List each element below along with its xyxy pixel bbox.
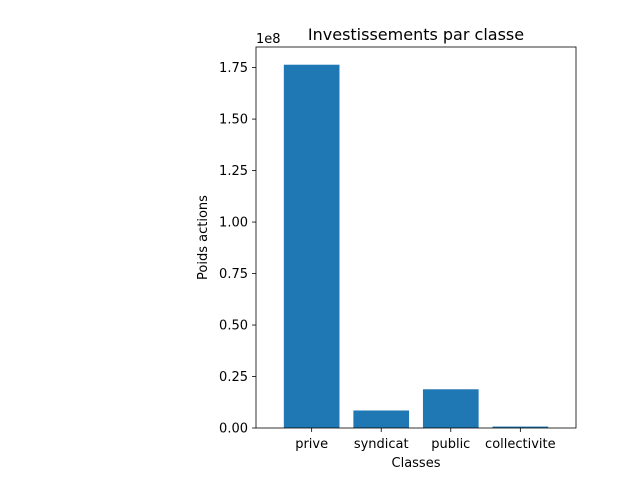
bar-syndicat (353, 410, 410, 428)
y-tick-label: 1.25 (219, 164, 248, 179)
bar-collectivite (492, 426, 549, 428)
bars-group (283, 64, 549, 428)
x-tick-label: prive (295, 437, 328, 452)
axes-group (255, 46, 577, 429)
y-axis-ticks: 0.00 0.25 0.50 0.75 1.00 1.25 1.50 1.75 (219, 61, 256, 437)
x-axis-label: Classes (392, 456, 441, 471)
y-tick-label: 1.50 (219, 113, 248, 128)
plot-frame (255, 46, 577, 429)
y-tick-label: 0.75 (219, 267, 248, 282)
y-tick-label: 0.50 (219, 319, 248, 334)
y-tick-label: 0.00 (219, 422, 248, 437)
x-tick-label: collectivite (485, 437, 556, 452)
y-axis-offset-label: 1e8 (256, 32, 281, 47)
x-axis-ticks: prive syndicat public collectivite (295, 428, 556, 452)
y-tick-label: 1.00 (219, 216, 248, 231)
chart-title: Investissements par classe (308, 25, 524, 44)
y-axis-label: Poids actions (196, 195, 211, 280)
bar-public (422, 389, 479, 428)
x-tick-label: syndicat (354, 437, 409, 452)
bar-prive (283, 64, 340, 428)
y-tick-label: 0.25 (219, 370, 248, 385)
y-tick-label: 1.75 (219, 61, 248, 76)
x-tick-label: public (431, 437, 470, 452)
